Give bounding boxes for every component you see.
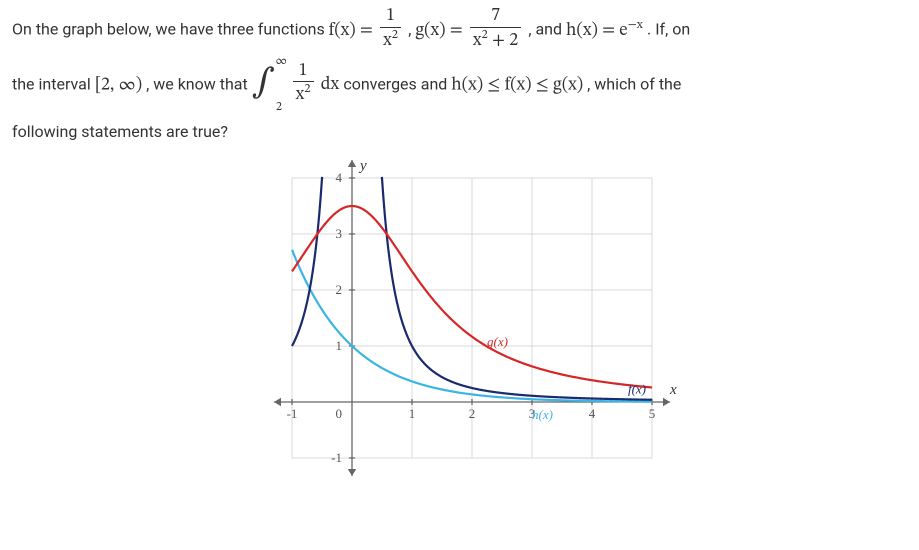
integral-symbol: ∫ ∞ 2 — [252, 53, 275, 118]
line2b: , we know that — [146, 74, 252, 93]
y-tick-label: 3 — [336, 226, 343, 241]
x-tick-label: 4 — [589, 406, 596, 421]
integrand-dx: dx — [321, 76, 339, 94]
g-equation: g(x) = 7x2 + 2 — [415, 22, 528, 40]
text-part2: . If, on — [647, 20, 690, 39]
g-lhs: g(x) = — [415, 22, 467, 40]
h-equation: h(x) = e−x — [566, 22, 647, 40]
y-axis-arrow-up — [348, 160, 356, 167]
x-axis-arrow-left — [274, 397, 281, 405]
chart-container: -112345-112340xyg(x)f(x)h(x) — [12, 158, 907, 528]
line2a: the interval — [12, 74, 95, 93]
integrand-den: x2 — [293, 82, 314, 106]
label-f: f(x) — [628, 381, 646, 396]
g-fraction: 7x2 + 2 — [470, 7, 521, 52]
x-axis-arrow-right — [663, 397, 670, 405]
line2c: converges and — [343, 74, 451, 93]
h-exponent: −x — [628, 18, 643, 31]
y-axis-arrow-down — [348, 469, 356, 476]
x-tick-label: 2 — [469, 406, 476, 421]
x-tick-label: 5 — [649, 406, 656, 421]
y-axis-label: y — [358, 158, 367, 174]
y-tick-label: 1 — [336, 338, 343, 353]
y-tick-label: 2 — [336, 282, 343, 297]
g-numerator: 7 — [470, 7, 521, 28]
integral-upper: ∞ — [276, 50, 287, 73]
line3: following statements are true? — [12, 122, 228, 141]
question-prompt: On the graph below, we have three functi… — [12, 8, 907, 148]
f-denominator: x2 — [380, 28, 401, 52]
inequality: h(x) ≤ f(x) ≤ g(x) — [451, 76, 583, 94]
x-tick-label: -1 — [287, 406, 298, 421]
curve-f-right — [381, 178, 652, 400]
integral: ∫ ∞ 2 1x2 dx — [252, 76, 344, 94]
f-equation: f(x) = 1x2 — [329, 22, 409, 40]
label-h: h(x) — [532, 406, 553, 421]
line2d: , which of the — [587, 74, 681, 93]
x-axis-label: x — [669, 382, 677, 398]
g-denominator: x2 + 2 — [470, 28, 521, 52]
integral-lower: 2 — [276, 96, 282, 119]
text-part1: On the graph below, we have three functi… — [12, 20, 329, 39]
integrand-num: 1 — [293, 62, 314, 83]
label-g: g(x) — [487, 334, 508, 349]
comma2: , and — [528, 20, 566, 39]
y-tick-label: 4 — [336, 170, 343, 185]
origin-label: 0 — [336, 406, 343, 421]
f-fraction: 1x2 — [380, 7, 401, 52]
integrand-fraction: 1x2 — [293, 62, 314, 107]
y-tick-label: -1 — [331, 450, 342, 465]
f-lhs: f(x) = — [329, 22, 377, 40]
function-chart: -112345-112340xyg(x)f(x)h(x) — [222, 158, 682, 528]
f-numerator: 1 — [380, 7, 401, 28]
x-tick-label: 1 — [409, 406, 416, 421]
h-lhs: h(x) = e — [566, 22, 628, 40]
interval: [2, ∞) — [95, 76, 142, 94]
